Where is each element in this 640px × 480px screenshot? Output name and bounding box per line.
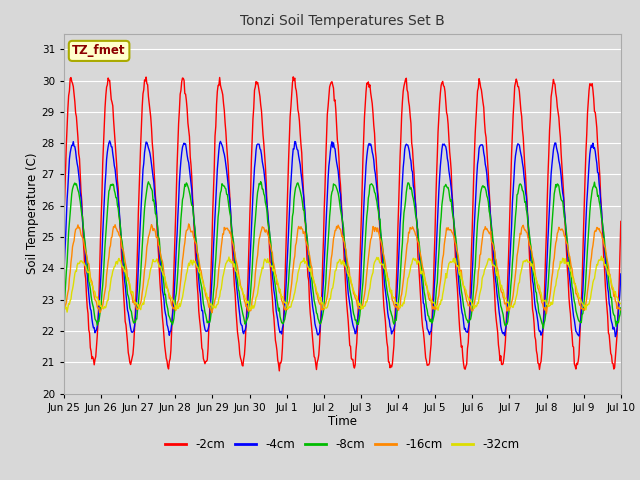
Text: TZ_fmet: TZ_fmet <box>72 44 126 58</box>
Line: -16cm: -16cm <box>64 224 621 313</box>
-8cm <box>411 205 419 211</box>
-4cm <box>612 334 620 339</box>
-2cm <box>617 218 625 224</box>
-32cm <box>598 253 605 259</box>
-16cm <box>60 305 68 311</box>
-8cm <box>617 305 625 311</box>
-2cm <box>127 358 135 364</box>
-4cm <box>428 328 435 334</box>
Line: -2cm: -2cm <box>64 77 621 371</box>
Y-axis label: Soil Temperature (C): Soil Temperature (C) <box>26 153 39 275</box>
-2cm <box>214 89 221 95</box>
-2cm <box>60 214 68 220</box>
-2cm <box>428 321 436 327</box>
-32cm <box>411 257 419 263</box>
-4cm <box>214 156 222 162</box>
-16cm <box>411 229 419 235</box>
-32cm <box>214 300 222 306</box>
-2cm <box>289 74 297 80</box>
-32cm <box>128 288 136 294</box>
-8cm <box>428 316 435 322</box>
-16cm <box>428 298 435 304</box>
-8cm <box>214 228 221 234</box>
-16cm <box>617 307 625 312</box>
-16cm <box>214 274 222 279</box>
-16cm <box>70 238 78 244</box>
-16cm <box>543 311 550 316</box>
Line: -8cm: -8cm <box>64 181 621 328</box>
-32cm <box>63 309 71 315</box>
-2cm <box>184 120 192 126</box>
-8cm <box>540 325 547 331</box>
Line: -4cm: -4cm <box>64 141 621 336</box>
-4cm <box>70 144 78 149</box>
-4cm <box>128 330 136 336</box>
-32cm <box>617 301 625 307</box>
-8cm <box>60 306 68 312</box>
-16cm <box>184 226 192 232</box>
-4cm <box>185 160 193 166</box>
-2cm <box>412 201 419 207</box>
-4cm <box>106 138 113 144</box>
-4cm <box>617 271 625 277</box>
-8cm <box>127 309 135 314</box>
-32cm <box>71 271 79 276</box>
-4cm <box>411 196 419 202</box>
-8cm <box>257 179 264 184</box>
-2cm <box>70 92 78 97</box>
X-axis label: Time: Time <box>328 415 357 429</box>
-32cm <box>185 260 193 266</box>
-32cm <box>60 300 68 306</box>
-8cm <box>70 181 78 187</box>
-16cm <box>127 291 135 297</box>
-8cm <box>184 183 192 189</box>
Title: Tonzi Soil Temperatures Set B: Tonzi Soil Temperatures Set B <box>240 14 445 28</box>
-16cm <box>185 221 193 227</box>
Legend: -2cm, -4cm, -8cm, -16cm, -32cm: -2cm, -4cm, -8cm, -16cm, -32cm <box>160 433 525 456</box>
Line: -32cm: -32cm <box>64 256 621 312</box>
-4cm <box>60 270 68 276</box>
-32cm <box>428 298 435 303</box>
-2cm <box>275 368 283 374</box>
